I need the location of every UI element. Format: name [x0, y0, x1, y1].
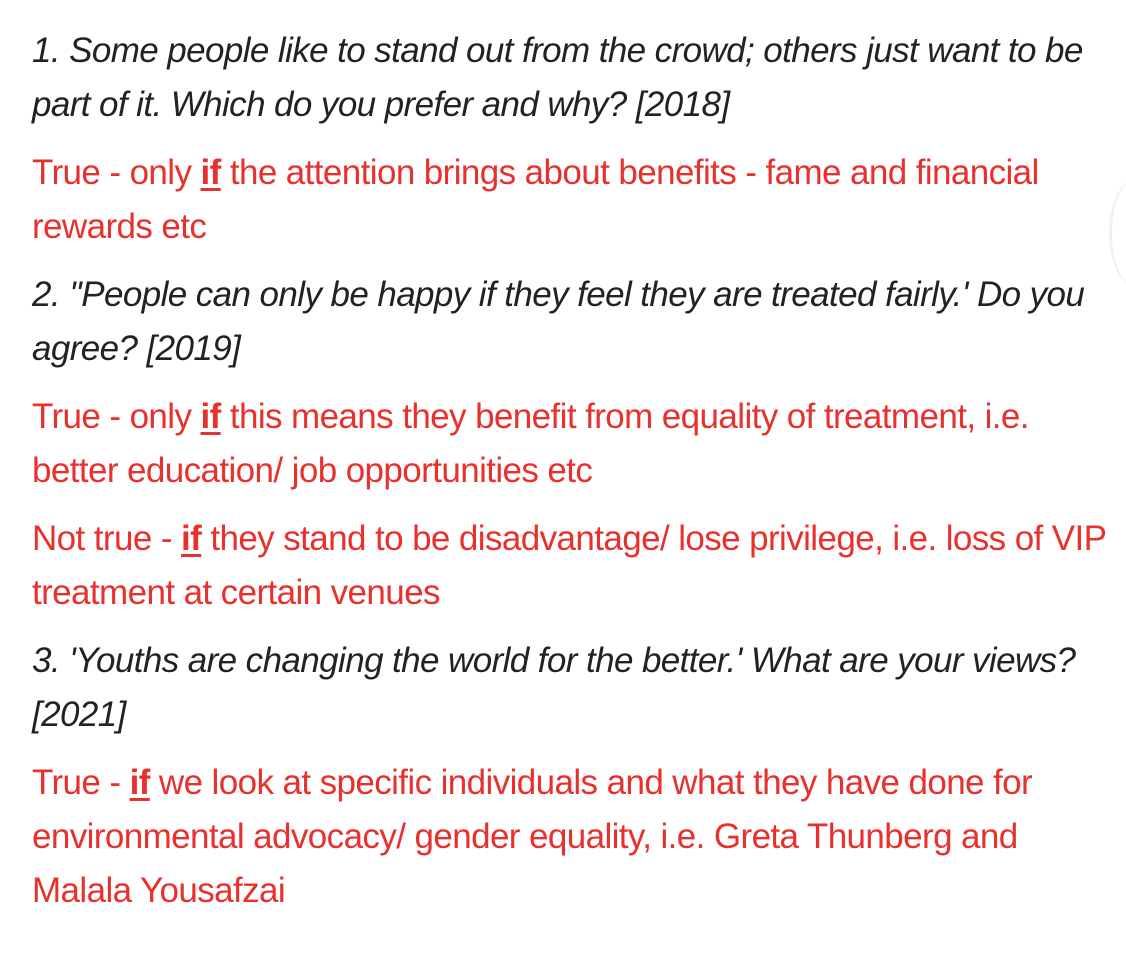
answer-2b-lead: Not true - [32, 519, 182, 558]
answer-1-keyword: if [200, 153, 222, 192]
question-2: 2. ''People can only be happy if they fe… [32, 275, 1085, 368]
answer-2b: Not true - if they stand to be disadvant… [32, 512, 1112, 620]
answer-2b-keyword: if [181, 519, 202, 558]
answer-2a: True - only if this means they benefit f… [32, 390, 1112, 498]
question-1: 1. Some people like to stand out from th… [32, 31, 1083, 124]
answer-3: True - if we look at specific individual… [32, 756, 1112, 918]
answer-2a-rest: this means they benefit from equality of… [32, 397, 1029, 490]
document-body: 1. Some people like to stand out from th… [32, 24, 1112, 932]
question-3: 3. 'Youths are changing the world for th… [32, 641, 1076, 734]
answer-1-rest: the attention brings about benefits - fa… [32, 153, 1039, 246]
answer-2a-keyword: if [200, 397, 222, 436]
answer-1-lead: True - only [32, 153, 201, 192]
answer-2a-lead: True - only [32, 397, 201, 436]
answer-3-keyword: if [129, 763, 151, 802]
answer-1: True - only if the attention brings abou… [32, 146, 1112, 254]
decorative-edge-accent [1109, 178, 1126, 288]
answer-3-lead: True - [32, 763, 130, 802]
answer-3-rest: we look at specific individuals and what… [32, 763, 1033, 910]
answer-2b-rest: they stand to be disadvantage/ lose priv… [32, 519, 1106, 612]
